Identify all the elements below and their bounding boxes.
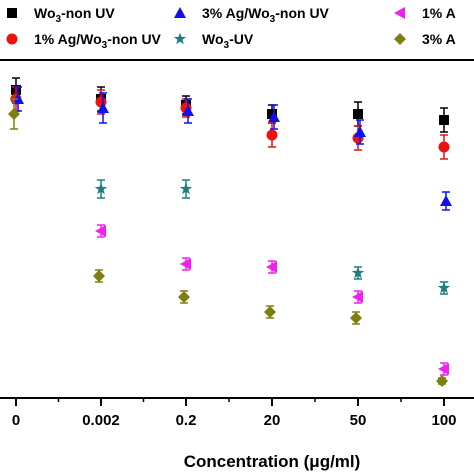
x-axis-title: Concentration (μg/ml) <box>184 452 361 471</box>
x-axis: 0 0.002 0.2 20 50 100 <box>0 397 474 429</box>
legend: Wo3-non UV 3% Ag/Wo3-non UV 1% A 1% Ag/Wo3-… <box>0 0 474 61</box>
data-point <box>440 195 452 206</box>
data-point <box>267 109 277 119</box>
x-tick-label: 0.002 <box>82 412 120 429</box>
data-point <box>97 102 109 113</box>
data-point <box>437 281 451 294</box>
plot-area <box>8 77 452 387</box>
legend-label: Wo3-UV <box>202 31 254 51</box>
x-tick-label: 50 <box>350 412 367 429</box>
legend-marker <box>6 33 18 45</box>
data-point <box>8 108 20 120</box>
data-point <box>268 111 280 122</box>
legend-frame <box>0 0 474 60</box>
series-5 <box>8 98 448 387</box>
data-point <box>266 261 277 273</box>
legend-label: 3% A <box>422 31 456 47</box>
legend-label: 1% A <box>422 5 456 21</box>
data-point <box>180 258 191 270</box>
series-4 <box>95 224 449 376</box>
data-point <box>178 291 190 303</box>
x-tick-label: 20 <box>264 412 281 429</box>
legend-marker <box>7 8 17 18</box>
data-point <box>93 270 105 282</box>
data-point <box>266 129 278 141</box>
legend-marker <box>394 33 406 45</box>
series-3 <box>94 179 451 295</box>
data-point <box>179 182 193 195</box>
data-point <box>351 266 365 279</box>
legend-label: 1% Ag/Wo3-non UV <box>34 31 162 51</box>
legend-label: 3% Ag/Wo3-non UV <box>202 5 330 25</box>
legend-label: Wo3-non UV <box>34 5 115 25</box>
legend-marker <box>394 7 405 19</box>
data-point <box>436 375 448 387</box>
data-point <box>438 141 450 153</box>
data-point <box>354 126 366 137</box>
legend-marker <box>174 7 186 18</box>
data-point <box>353 109 363 119</box>
data-point <box>264 306 276 318</box>
data-point <box>94 182 108 195</box>
x-tick-label: 0.2 <box>176 412 197 429</box>
x-tick-label: 0 <box>12 412 20 429</box>
data-point <box>95 225 106 237</box>
data-point <box>352 291 363 303</box>
data-point <box>182 105 194 116</box>
data-point <box>438 363 449 375</box>
data-point <box>439 115 449 125</box>
x-tick-label: 100 <box>431 412 456 429</box>
data-point <box>350 312 362 324</box>
legend-marker <box>173 32 187 45</box>
series-2 <box>12 86 452 211</box>
